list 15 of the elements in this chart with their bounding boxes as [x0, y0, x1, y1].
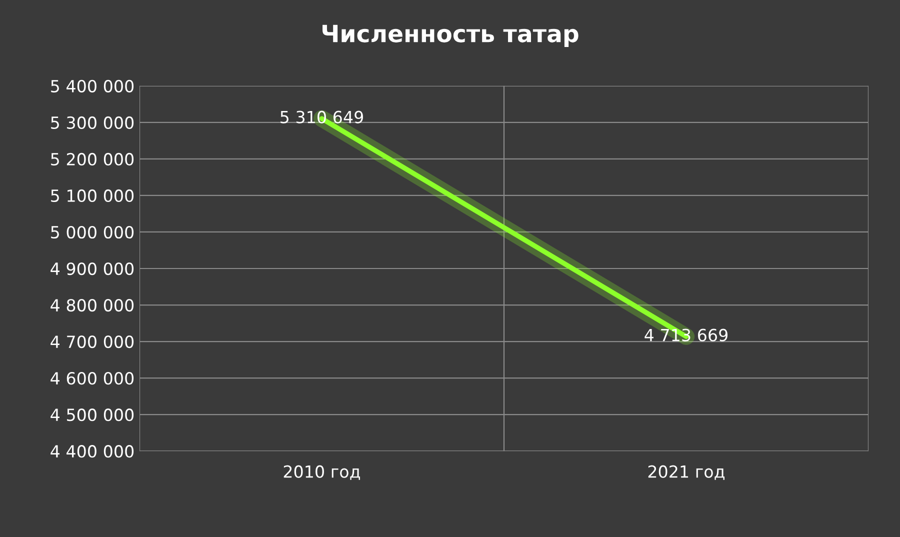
y-tick-label: 5 400 000 — [51, 80, 134, 92]
y-tick-label: 5 200 000 — [51, 152, 134, 166]
y-tick-label: 5 100 000 — [51, 189, 134, 202]
y-tick-label: 5 000 000 — [51, 226, 134, 239]
data-label: 5 310 649 — [280, 110, 363, 124]
y-tick-label: 4 500 000 — [50, 408, 134, 422]
y-tick-label: 4 700 000 — [50, 335, 134, 348]
y-tick-label: 4 400 000 — [50, 445, 134, 458]
y-tick-label: 4 600 000 — [50, 372, 134, 385]
y-tick-label: 4 800 000 — [50, 298, 134, 312]
chart-title: Численность татар — [322, 24, 578, 48]
x-tick-label: 2021 год — [648, 465, 724, 480]
x-tick-label: 2010 год — [284, 465, 360, 480]
y-tick-label: 4 900 000 — [50, 262, 134, 276]
y-tick-label: 5 300 000 — [51, 116, 134, 130]
